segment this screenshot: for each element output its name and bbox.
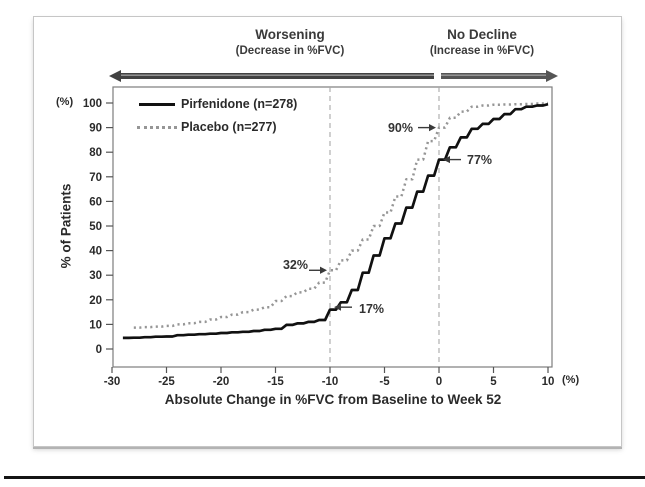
- annotation-90pct: 90%: [387, 121, 413, 135]
- no-decline-region-header: No Decline (Increase in %FVC): [393, 27, 571, 58]
- y-tick-label: 80: [89, 147, 102, 159]
- worsening-arrow: [109, 70, 434, 82]
- y-tick-label: 90: [89, 123, 102, 135]
- y-axis-unit: (%): [56, 96, 74, 108]
- annotation-77pct: 77%: [467, 153, 493, 167]
- worsening-title: Worsening: [255, 27, 325, 42]
- legend-label-placebo: Placebo (n=277): [181, 120, 277, 134]
- pirfenidone-curve: [122, 102, 549, 340]
- y-tick-label: 70: [89, 172, 102, 184]
- placebo-curve: [133, 101, 549, 329]
- y-tick-label: 100: [83, 98, 102, 110]
- placebo-line-swatch: [137, 126, 177, 129]
- x-tick-label: 10: [542, 376, 555, 388]
- plot-box: [112, 86, 553, 368]
- x-tick-label: -20: [213, 376, 230, 388]
- x-tick-label: -25: [158, 376, 175, 388]
- no-decline-title: No Decline: [447, 27, 517, 42]
- page-divider-rule: [4, 476, 645, 479]
- worsening-subtitle: (Decrease in %FVC): [235, 44, 345, 57]
- y-tick-label: 10: [89, 319, 102, 331]
- y-tick-label: 20: [89, 295, 102, 307]
- worsening-region-header: Worsening (Decrease in %FVC): [178, 27, 402, 58]
- x-tick-label: 0: [436, 376, 442, 388]
- x-tick-label: -5: [379, 376, 390, 388]
- x-axis-unit: (%): [562, 374, 580, 386]
- x-axis-title: Absolute Change in %FVC from Baseline to…: [164, 392, 502, 407]
- x-tick-label: -30: [104, 376, 121, 388]
- figure-frame: [33, 16, 622, 447]
- legend-label-pirfenidone: Pirfenidone (n=278): [181, 97, 298, 111]
- x-tick-label: 5: [490, 376, 497, 388]
- annotation-32pct: 32%: [282, 258, 308, 272]
- y-tick-label: 60: [89, 196, 102, 208]
- x-tick-label: -10: [322, 376, 339, 388]
- pirfenidone-line-swatch: [139, 103, 175, 107]
- x-axis-ticks: -30 -25 -20 -15 -10 -5 0 5 10: [104, 367, 555, 388]
- y-tick-label: 50: [89, 221, 102, 233]
- y-tick-label: 40: [89, 246, 102, 258]
- x-tick-label: -15: [267, 376, 284, 388]
- y-tick-label: 0: [96, 344, 102, 356]
- y-axis-title: % of Patients: [58, 183, 74, 269]
- annotation-arrows: [309, 124, 461, 311]
- y-axis-ticks: 0 10 20 30 40 50 60 70 80 90 100: [83, 98, 113, 356]
- no-decline-subtitle: (Increase in %FVC): [429, 44, 535, 57]
- reference-dashed-lines: [329, 87, 440, 367]
- annotation-17pct: 17%: [359, 302, 385, 316]
- no-decline-arrow: [441, 70, 558, 82]
- y-tick-label: 30: [89, 270, 102, 282]
